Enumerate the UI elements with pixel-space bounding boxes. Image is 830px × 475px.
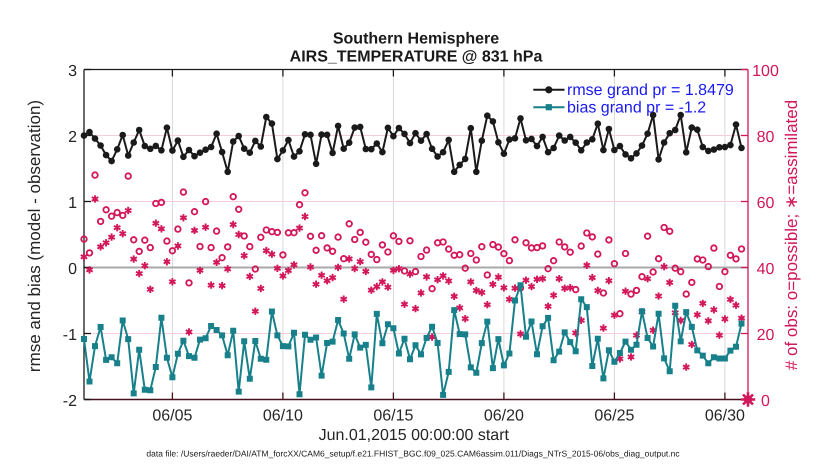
svg-text:bias grand pr = -1.2: bias grand pr = -1.2 [567, 99, 706, 116]
svg-text:rmse and bias (model - observa: rmse and bias (model - observation) [25, 100, 44, 372]
svg-text:100: 100 [752, 63, 779, 80]
svg-text:rmse grand pr = 1.8479: rmse grand pr = 1.8479 [567, 82, 734, 99]
svg-text:06/20: 06/20 [484, 408, 524, 425]
svg-text:2: 2 [68, 129, 77, 146]
svg-text:Southern Hemisphere: Southern Hemisphere [333, 31, 499, 48]
svg-text:AIRS_TEMPERATURE @ 831 hPa: AIRS_TEMPERATURE @ 831 hPa [290, 49, 543, 66]
svg-text:20: 20 [757, 327, 775, 344]
svg-text:06/15: 06/15 [373, 408, 413, 425]
svg-text:06/30: 06/30 [705, 408, 745, 425]
svg-text:-1: -1 [63, 327, 77, 344]
svg-text:-2: -2 [63, 393, 77, 410]
svg-text:0: 0 [761, 393, 770, 410]
svg-text:80: 80 [757, 129, 775, 146]
svg-text:Jun.01,2015 00:00:00 start: Jun.01,2015 00:00:00 start [319, 427, 510, 444]
svg-text:06/25: 06/25 [594, 408, 634, 425]
svg-text:06/10: 06/10 [263, 408, 303, 425]
svg-text:1: 1 [68, 195, 77, 212]
svg-text:# of obs: o=possible; ∗=assimi: # of obs: o=possible; ∗=assimilated [782, 100, 801, 370]
svg-text:60: 60 [757, 195, 775, 212]
svg-text:data file: /Users/raeder/DAI/A: data file: /Users/raeder/DAI/ATM_forcXX/… [146, 449, 680, 459]
svg-text:3: 3 [68, 63, 77, 80]
svg-text:0: 0 [68, 261, 77, 278]
svg-text:06/05: 06/05 [152, 408, 192, 425]
svg-text:40: 40 [757, 261, 775, 278]
